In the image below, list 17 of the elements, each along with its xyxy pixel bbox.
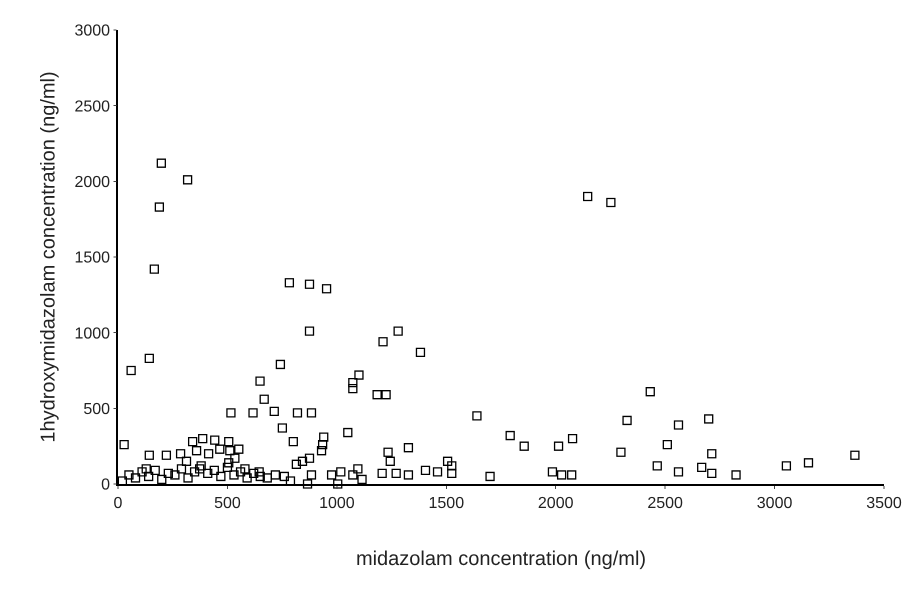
x-tick-label: 3000 <box>756 495 792 512</box>
x-tick-label: 2000 <box>538 495 574 512</box>
y-tick-label: 3000 <box>74 22 110 40</box>
y-tick-label: 2000 <box>74 174 110 191</box>
y-tick-label: 2500 <box>74 98 110 116</box>
x-tick-label: 3500 <box>866 495 902 512</box>
x-tick-label: 1500 <box>428 495 464 512</box>
x-tick-label: 0 <box>114 495 123 512</box>
y-tick-label: 1000 <box>74 325 110 342</box>
x-tick-label: 2500 <box>647 495 684 512</box>
x-axis-title: midazolam concentration (ng/ml) <box>356 548 646 570</box>
y-tick-label: 1500 <box>74 250 110 267</box>
x-tick-label: 500 <box>214 495 241 512</box>
y-tick-label: 0 <box>101 476 110 494</box>
x-tick-label: 1000 <box>319 495 355 512</box>
y-axis-title: 1hydroxymidazolam concentration (ng/ml) <box>37 71 60 443</box>
y-tick-label: 500 <box>83 400 110 418</box>
